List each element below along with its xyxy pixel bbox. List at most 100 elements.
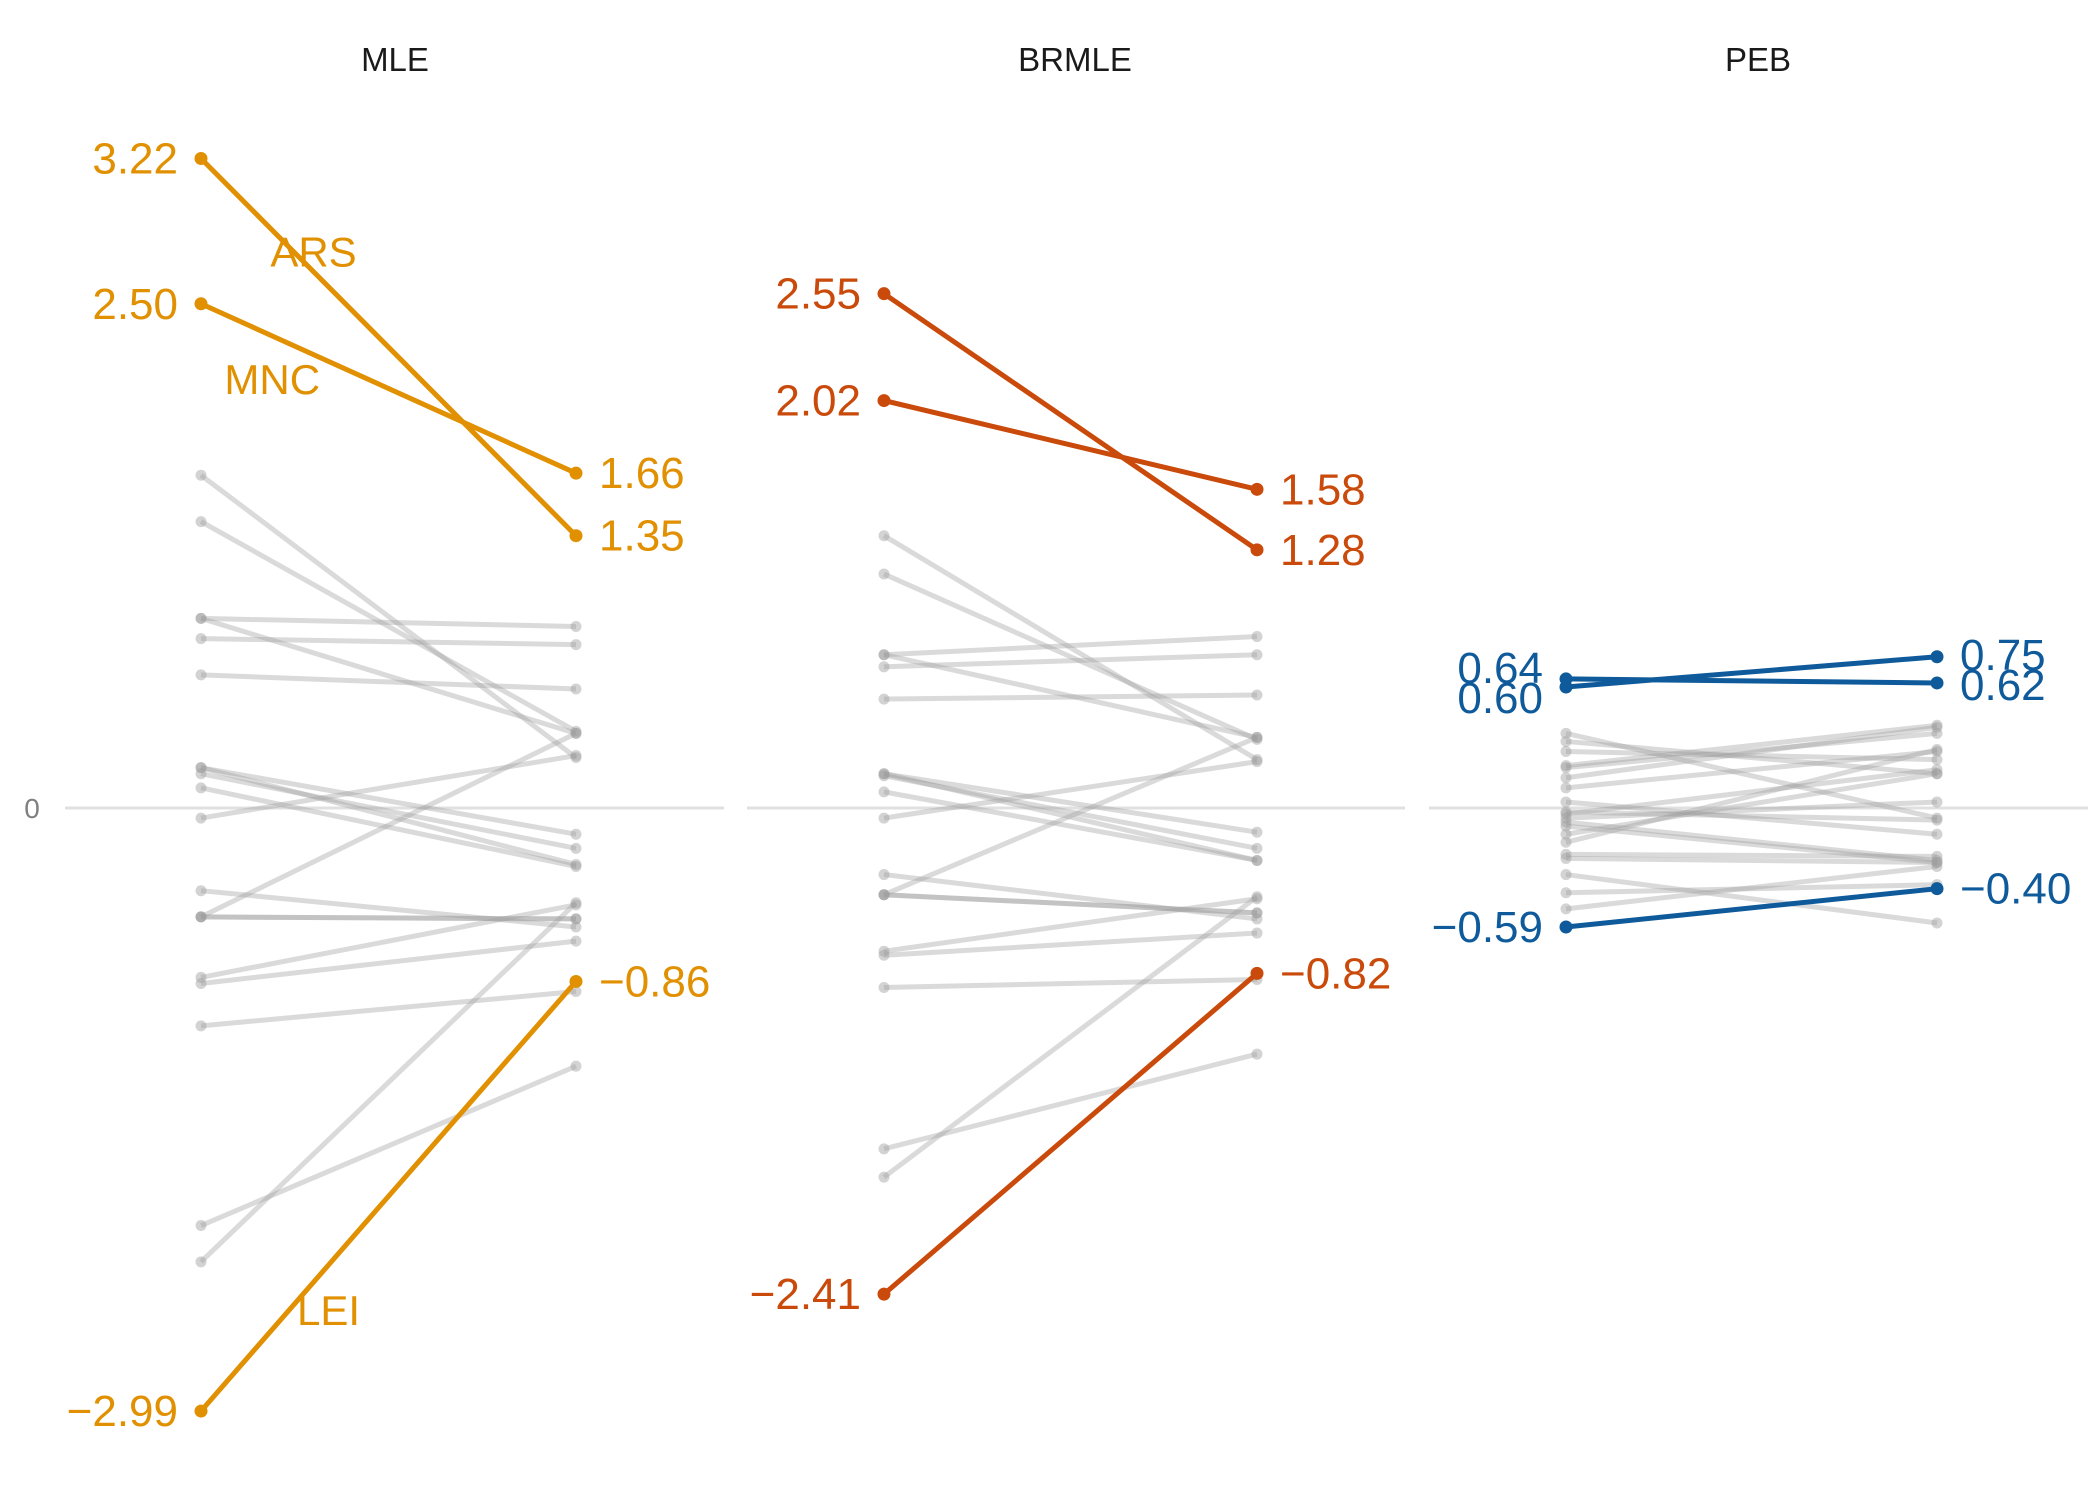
bg-point-start-1-6: [878, 770, 890, 782]
bg-point-start-0-4: [195, 669, 207, 681]
bg-point-end-2-2: [1931, 719, 1943, 731]
panel-title-2: PEB: [1725, 41, 1791, 78]
highlight-line-0-1: [199, 301, 578, 476]
bg-line-1-19: [883, 892, 1258, 916]
highlight-point-end-2-2: [1930, 882, 1944, 896]
bg-point-start-2-17: [1560, 746, 1572, 758]
bg-point-start-1-10: [878, 889, 890, 901]
value-label-end-0-1: 1.66: [599, 449, 685, 498]
highlight-line-2-1: [1565, 654, 1938, 690]
bg-point-end-1-9: [1251, 913, 1263, 925]
bg-point-start-0-17: [195, 762, 207, 774]
bg-line-1-7: [883, 789, 1258, 863]
bg-point-start-0-10: [195, 911, 207, 923]
bg-line-1-8: [883, 759, 1258, 821]
series-name-0-2: LEI: [297, 1287, 360, 1334]
bg-point-end-1-12: [1251, 893, 1263, 905]
bg-line-2-10: [1565, 747, 1938, 845]
bg-line-2-17: [1565, 749, 1938, 763]
bg-line-0-3: [200, 636, 577, 648]
bg-line-2-11: [1565, 855, 1938, 865]
bg-point-start-2-5: [1560, 796, 1572, 808]
bg-point-start-1-3: [878, 661, 890, 673]
bg-point-end-1-13: [1251, 927, 1263, 939]
bg-line-1-10: [883, 735, 1258, 898]
bg-point-start-2-0: [1560, 727, 1572, 739]
bg-point-end-2-18: [1931, 856, 1943, 868]
bg-point-end-0-19: [570, 913, 582, 925]
bg-point-start-0-19: [195, 911, 207, 923]
bg-point-start-1-7: [878, 786, 890, 798]
bg-point-end-0-8: [570, 750, 582, 762]
value-label-end-2-0: 0.62: [1960, 661, 2046, 710]
bg-point-start-1-9: [878, 869, 890, 881]
bg-point-start-2-4: [1560, 782, 1572, 794]
bg-point-end-2-15: [1931, 814, 1943, 826]
highlight-line-1-1: [883, 398, 1258, 492]
bg-point-end-1-4: [1251, 689, 1263, 701]
bg-point-end-1-16: [1251, 891, 1263, 903]
bg-point-start-2-11: [1560, 852, 1572, 864]
bg-point-start-2-12: [1560, 869, 1572, 881]
bg-point-end-0-2: [570, 620, 582, 632]
bg-point-end-0-17: [570, 858, 582, 870]
bg-point-start-0-8: [195, 812, 207, 824]
bg-line-1-3: [883, 652, 1258, 670]
bg-point-end-2-4: [1931, 746, 1943, 758]
bg-point-end-0-0: [570, 752, 582, 764]
bg-line-0-15: [200, 1063, 577, 1228]
bg-point-start-1-16: [878, 1171, 890, 1183]
bg-point-end-0-13: [570, 935, 582, 947]
bg-line-0-18: [200, 616, 577, 736]
value-label-start-2-0: 0.64: [1457, 644, 1543, 693]
bg-point-start-2-3: [1560, 762, 1572, 774]
highlight-line-0-2: [199, 979, 578, 1413]
highlight-point-start-1-2: [877, 1287, 891, 1301]
bg-point-start-1-0: [878, 530, 890, 542]
highlight-point-end-0-1: [569, 466, 583, 480]
bg-point-end-2-19: [1931, 721, 1943, 733]
bg-point-start-2-19: [1560, 772, 1572, 784]
bg-point-end-2-0: [1931, 812, 1943, 824]
value-label-start-1-0: 2.55: [775, 270, 861, 319]
bg-line-0-14: [200, 989, 577, 1029]
bg-point-end-0-5: [570, 828, 582, 840]
bg-line-2-7: [1565, 819, 1938, 863]
bg-line-2-5: [1565, 799, 1938, 837]
highlight-point-start-1-1: [877, 394, 891, 408]
bg-line-2-15: [1565, 809, 1938, 823]
bg-line-0-2: [200, 615, 577, 629]
value-label-start-1-2: −2.41: [750, 1270, 861, 1319]
bg-point-end-1-0: [1251, 754, 1263, 766]
bg-point-start-0-3: [195, 633, 207, 645]
bg-line-2-18: [1565, 823, 1938, 865]
bg-point-start-1-5: [878, 768, 890, 780]
bg-point-start-0-7: [195, 782, 207, 794]
bg-line-0-17: [200, 765, 577, 867]
bg-point-end-0-6: [570, 842, 582, 854]
series-name-0-0: ARS: [270, 229, 356, 276]
bg-line-0-8: [200, 753, 577, 821]
bg-line-1-5: [883, 771, 1258, 835]
bg-line-2-13: [1565, 882, 1938, 896]
bg-point-start-1-2: [878, 649, 890, 661]
bg-line-2-2: [1565, 722, 1938, 769]
highlight-line-1-0: [882, 291, 1259, 552]
bg-line-0-12: [200, 902, 577, 980]
bg-point-end-2-16: [1931, 768, 1943, 780]
value-label-end-1-2: −0.82: [1280, 949, 1391, 998]
bg-line-0-13: [200, 938, 577, 986]
bg-point-end-1-19: [1251, 907, 1263, 919]
bg-point-start-1-15: [878, 1143, 890, 1155]
bg-line-0-1: [199, 519, 578, 734]
bg-point-start-2-18: [1560, 820, 1572, 832]
bg-point-start-2-10: [1560, 836, 1572, 848]
bg-line-0-11: [200, 914, 577, 922]
bg-point-end-0-11: [570, 913, 582, 925]
bg-point-start-2-8: [1560, 812, 1572, 824]
value-label-start-2-1: 0.60: [1457, 674, 1543, 723]
bg-point-start-0-2: [195, 612, 207, 624]
bg-point-end-1-10: [1251, 731, 1263, 743]
bg-point-end-0-4: [570, 683, 582, 695]
